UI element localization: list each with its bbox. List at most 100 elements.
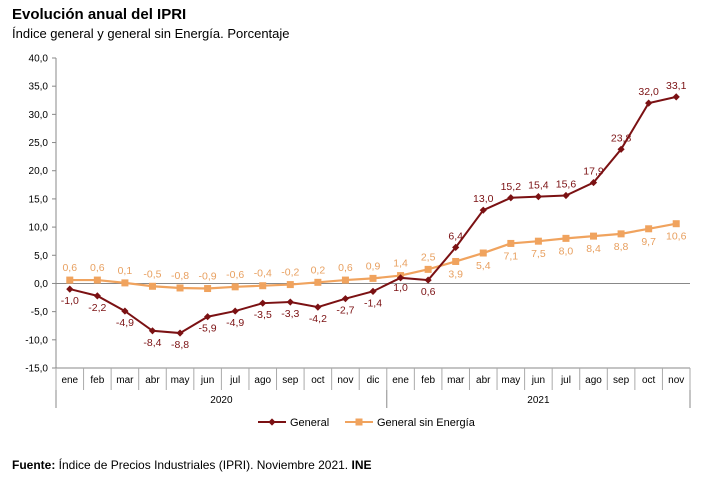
sin-energia-data-label: 1,4 — [393, 258, 408, 270]
series-general-point — [231, 307, 239, 315]
x-tick-label: may — [501, 375, 520, 386]
legend-marker — [268, 418, 276, 426]
general-data-label: 32,0 — [638, 86, 659, 98]
x-tick-label: oct — [311, 375, 325, 386]
legend-label: General — [290, 417, 329, 429]
general-data-label: -4,9 — [116, 317, 134, 329]
x-tick-label: abr — [476, 375, 491, 386]
x-tick-label: jul — [229, 375, 240, 386]
y-tick-label: -10,0 — [25, 335, 48, 346]
source-note: Fuente: Índice de Precios Industriales (… — [12, 458, 372, 472]
series-general-point — [672, 93, 680, 101]
line-chart: -15,0 -10,0 -5,0 0,0 5,0 10,0 15,0 20,0 25,0 30,0… — [25, 54, 691, 429]
y-tick-label: 15,0 — [29, 194, 49, 205]
series-general-point — [452, 243, 460, 251]
general-data-label: 15,6 — [556, 179, 577, 191]
general-data-label: 15,4 — [528, 180, 549, 192]
y-tick-label: 35,0 — [29, 82, 49, 93]
general-data-label: 0,6 — [421, 286, 436, 298]
x-tick-label: nov — [668, 375, 684, 386]
series-sin-energia-point — [93, 276, 101, 284]
series-sin-energia-point — [645, 225, 653, 233]
x-tick-label: sep — [613, 375, 630, 386]
series-general-point — [176, 329, 184, 337]
series-general-point — [66, 285, 74, 293]
series-general-point — [645, 99, 653, 107]
general-data-label: 23,8 — [611, 132, 632, 144]
series-general-point — [286, 298, 294, 306]
sin-energia-data-label: -0,9 — [199, 271, 217, 283]
series-general-point — [148, 327, 157, 335]
series-sin-energia-point — [452, 257, 460, 265]
sin-energia-data-label: -0,6 — [226, 269, 244, 281]
series-sin-energia-point — [259, 282, 267, 290]
series-general-point — [562, 191, 570, 200]
y-tick-label: 10,0 — [29, 223, 49, 234]
sin-energia-data-label: -0,4 — [254, 268, 272, 280]
general-data-label: -1,4 — [364, 297, 382, 309]
series-lines — [66, 93, 680, 337]
series-sin-energia-point — [148, 282, 156, 290]
series-general-point — [534, 193, 542, 201]
source-label: Fuente: — [12, 458, 56, 472]
x-tick-label: jul — [560, 375, 571, 386]
x-tick-label: jun — [200, 375, 214, 386]
x-tick-label: oct — [642, 375, 656, 386]
general-data-label: -1,0 — [61, 295, 79, 307]
series-sin-energia-point — [562, 234, 570, 242]
series-general-point — [424, 276, 432, 284]
series-sin-energia-point — [204, 285, 212, 293]
y-tick-label: 40,0 — [29, 54, 49, 65]
series-sin-energia-point — [121, 279, 129, 287]
general-data-label: -4,2 — [309, 313, 327, 325]
series-sin-energia-point — [341, 276, 349, 284]
y-tick-label: -5,0 — [31, 307, 49, 318]
series-general-point — [617, 145, 625, 153]
general-data-label: -8,8 — [171, 339, 189, 351]
series-sin-energia-point — [617, 230, 625, 238]
general-data-label: 17,9 — [583, 166, 604, 178]
sin-energia-data-label: 8,4 — [586, 243, 601, 255]
sin-energia-data-label: 7,5 — [531, 248, 546, 260]
legend-marker — [355, 418, 363, 426]
general-data-label: -3,5 — [254, 309, 272, 321]
sin-energia-data-label: 0,1 — [118, 265, 133, 277]
series-sin-energia-point — [534, 237, 542, 245]
series-sin-energia-point — [231, 283, 239, 291]
general-data-label: -4,9 — [226, 317, 244, 329]
x-tick-label: sep — [282, 375, 299, 386]
x-tick-label: abr — [145, 375, 160, 386]
sin-energia-data-label: 7,1 — [504, 250, 519, 262]
series-general-point — [369, 287, 377, 295]
x-tick-label: feb — [90, 375, 104, 386]
x-tick-label: feb — [421, 375, 435, 386]
sin-energia-data-label: 0,9 — [366, 260, 381, 272]
y-tick-label: 20,0 — [29, 166, 49, 177]
sin-energia-data-label: 0,6 — [62, 262, 77, 274]
sin-energia-data-label: 8,0 — [559, 245, 574, 257]
sin-energia-data-label: 0,6 — [338, 262, 353, 274]
series-sin-energia-point — [286, 281, 294, 289]
chart-axes: -15,0 -10,0 -5,0 0,0 5,0 10,0 15,0 20,0 25,0 30,0… — [25, 54, 691, 408]
chart-legend: General General sin Energía — [258, 417, 476, 429]
sin-energia-data-label: 3,9 — [448, 268, 463, 280]
general-data-label: 13,0 — [473, 193, 494, 205]
x-tick-label: dic — [367, 375, 380, 386]
series-general-point — [589, 178, 598, 187]
general-data-label: -2,2 — [88, 302, 106, 314]
sin-energia-data-label: 10,6 — [666, 231, 687, 243]
series-sin-energia-point — [314, 278, 322, 286]
general-data-label: 1,0 — [393, 282, 408, 294]
x-tick-label: nov — [337, 375, 353, 386]
y-tick-label: 25,0 — [29, 138, 49, 149]
x-tick-label: mar — [116, 375, 134, 386]
chart-subtitle: Índice general y general sin Energía. Po… — [12, 26, 290, 41]
y-tick-label: 0,0 — [34, 279, 48, 290]
general-data-label: -3,3 — [281, 308, 299, 320]
series-general-point — [204, 313, 212, 321]
sin-energia-data-label: 2,5 — [421, 251, 436, 263]
source-text: Índice de Precios Industriales (IPRI). N… — [55, 458, 352, 472]
y-tick-label: -15,0 — [25, 364, 48, 375]
x-tick-label: ene — [392, 375, 409, 386]
general-data-label: -5,9 — [199, 323, 217, 335]
